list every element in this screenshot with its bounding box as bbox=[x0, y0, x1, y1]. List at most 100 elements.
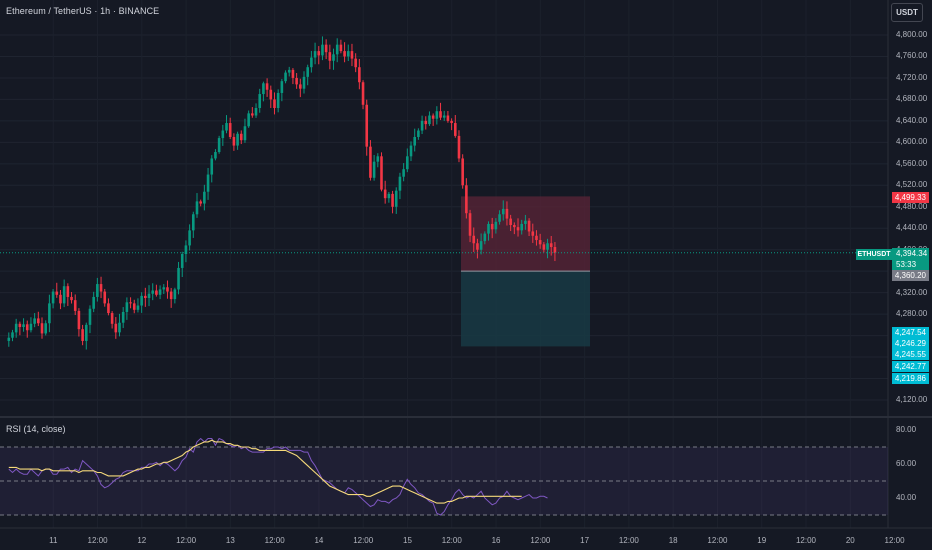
candle[interactable] bbox=[420, 115, 424, 135]
candle[interactable] bbox=[48, 294, 51, 333]
candle[interactable] bbox=[166, 280, 169, 299]
candle[interactable] bbox=[435, 106, 439, 125]
candle[interactable] bbox=[210, 155, 214, 183]
candle[interactable] bbox=[62, 279, 66, 308]
candle[interactable] bbox=[129, 297, 132, 309]
candle[interactable] bbox=[7, 332, 11, 347]
candle[interactable] bbox=[450, 118, 453, 131]
symbol-title[interactable]: Ethereum / TetherUS · 1h · BINANCE bbox=[6, 6, 160, 16]
candle[interactable] bbox=[88, 305, 92, 334]
candle[interactable] bbox=[321, 36, 324, 61]
candle[interactable] bbox=[376, 153, 380, 168]
candle[interactable] bbox=[151, 283, 155, 301]
candle[interactable] bbox=[70, 291, 73, 304]
candle[interactable] bbox=[140, 292, 143, 313]
candle[interactable] bbox=[136, 298, 140, 313]
candle[interactable] bbox=[214, 149, 217, 161]
candle[interactable] bbox=[358, 58, 361, 90]
candle[interactable] bbox=[350, 43, 354, 67]
candle[interactable] bbox=[501, 200, 505, 221]
candle[interactable] bbox=[369, 140, 372, 181]
candle[interactable] bbox=[291, 68, 295, 85]
candle[interactable] bbox=[365, 99, 369, 156]
candle[interactable] bbox=[99, 276, 103, 299]
candle[interactable] bbox=[549, 235, 553, 256]
candle[interactable] bbox=[527, 218, 531, 236]
stop-loss-zone[interactable] bbox=[461, 196, 590, 272]
take-profit-zone[interactable] bbox=[461, 271, 590, 347]
currency-button[interactable]: USDT bbox=[891, 3, 923, 22]
candle[interactable] bbox=[354, 53, 357, 73]
candle[interactable] bbox=[398, 172, 402, 200]
candle[interactable] bbox=[221, 124, 225, 146]
candle[interactable] bbox=[332, 48, 335, 70]
candle[interactable] bbox=[453, 115, 457, 138]
candle[interactable] bbox=[269, 85, 273, 109]
candlestick-series[interactable] bbox=[0, 36, 888, 350]
rsi-ma-line[interactable] bbox=[8, 439, 522, 504]
candle[interactable] bbox=[335, 38, 339, 63]
candle[interactable] bbox=[387, 192, 391, 203]
candle[interactable] bbox=[158, 285, 162, 300]
candle[interactable] bbox=[310, 50, 313, 73]
candle[interactable] bbox=[265, 78, 269, 97]
candle[interactable] bbox=[346, 44, 350, 62]
candle[interactable] bbox=[125, 297, 129, 320]
candle[interactable] bbox=[302, 71, 306, 94]
candle[interactable] bbox=[33, 313, 36, 328]
candle[interactable] bbox=[177, 261, 180, 295]
candle[interactable] bbox=[284, 70, 287, 84]
candle[interactable] bbox=[228, 117, 232, 139]
candle[interactable] bbox=[442, 110, 446, 121]
candle[interactable] bbox=[472, 227, 476, 252]
candle[interactable] bbox=[372, 154, 376, 181]
candle[interactable] bbox=[457, 130, 461, 163]
candle[interactable] bbox=[498, 210, 501, 225]
candle[interactable] bbox=[96, 277, 99, 302]
candle[interactable] bbox=[55, 282, 59, 298]
candle[interactable] bbox=[184, 240, 188, 263]
candle[interactable] bbox=[461, 154, 464, 189]
candle[interactable] bbox=[18, 321, 22, 336]
candle[interactable] bbox=[195, 193, 199, 218]
candle[interactable] bbox=[287, 66, 291, 77]
candle[interactable] bbox=[483, 231, 487, 245]
candle[interactable] bbox=[273, 92, 276, 115]
candle[interactable] bbox=[239, 130, 243, 145]
candle[interactable] bbox=[343, 42, 346, 63]
candle[interactable] bbox=[524, 214, 527, 230]
candle[interactable] bbox=[103, 288, 107, 307]
candle[interactable] bbox=[258, 88, 262, 113]
candle[interactable] bbox=[22, 318, 25, 332]
candle[interactable] bbox=[192, 211, 195, 238]
candle[interactable] bbox=[295, 73, 298, 89]
candle[interactable] bbox=[328, 44, 332, 70]
candle[interactable] bbox=[513, 222, 516, 235]
rsi-indicator[interactable] bbox=[0, 437, 888, 516]
candle[interactable] bbox=[40, 317, 44, 339]
candle[interactable] bbox=[169, 287, 173, 308]
candle[interactable] bbox=[276, 89, 280, 113]
candle[interactable] bbox=[339, 39, 343, 54]
candle[interactable] bbox=[542, 242, 546, 253]
candle[interactable] bbox=[505, 201, 509, 226]
candle[interactable] bbox=[121, 307, 125, 329]
candle[interactable] bbox=[383, 180, 387, 204]
candle[interactable] bbox=[199, 199, 202, 207]
candle[interactable] bbox=[188, 224, 191, 251]
candle[interactable] bbox=[402, 163, 405, 182]
candle[interactable] bbox=[247, 110, 250, 128]
candle[interactable] bbox=[538, 233, 542, 249]
candle[interactable] bbox=[132, 299, 136, 314]
candle[interactable] bbox=[173, 287, 177, 304]
candle[interactable] bbox=[118, 313, 121, 337]
candle[interactable] bbox=[77, 308, 81, 337]
candle[interactable] bbox=[262, 81, 265, 102]
candle[interactable] bbox=[509, 214, 512, 232]
candle[interactable] bbox=[73, 294, 77, 315]
candle[interactable] bbox=[66, 283, 70, 306]
candle[interactable] bbox=[479, 233, 483, 255]
candle[interactable] bbox=[424, 116, 428, 130]
candle[interactable] bbox=[110, 311, 114, 329]
candle[interactable] bbox=[217, 135, 221, 154]
